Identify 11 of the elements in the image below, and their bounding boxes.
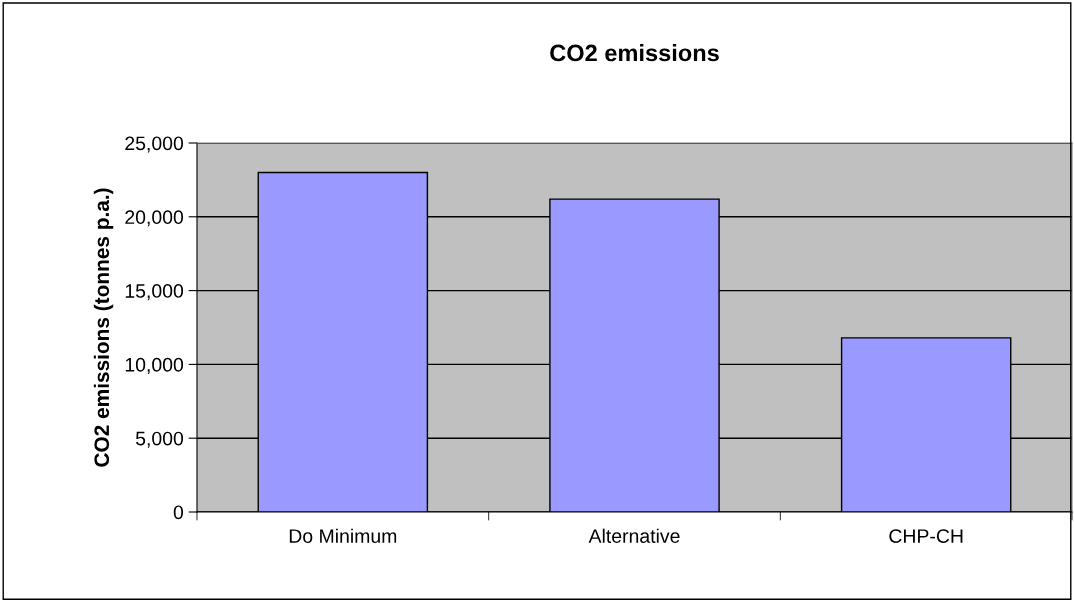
y-tick-label: 20,000 — [125, 210, 184, 227]
x-tick-label: CHP-CH — [889, 529, 963, 543]
y-tick-label: 0 — [173, 505, 184, 520]
y-tick-label: 25,000 — [125, 136, 184, 153]
x-tick-label: Alternative — [588, 528, 680, 543]
y-axis-title: CO2 emissions (tonnes p.a.) — [93, 188, 114, 467]
y-tick-label: 5,000 — [135, 431, 184, 448]
y-tick-label: 15,000 — [125, 284, 184, 301]
x-tick-label: Do Minimum — [289, 528, 397, 543]
chart-title: CO2 emissions — [550, 44, 719, 62]
y-tick-label: 10,000 — [125, 357, 184, 374]
